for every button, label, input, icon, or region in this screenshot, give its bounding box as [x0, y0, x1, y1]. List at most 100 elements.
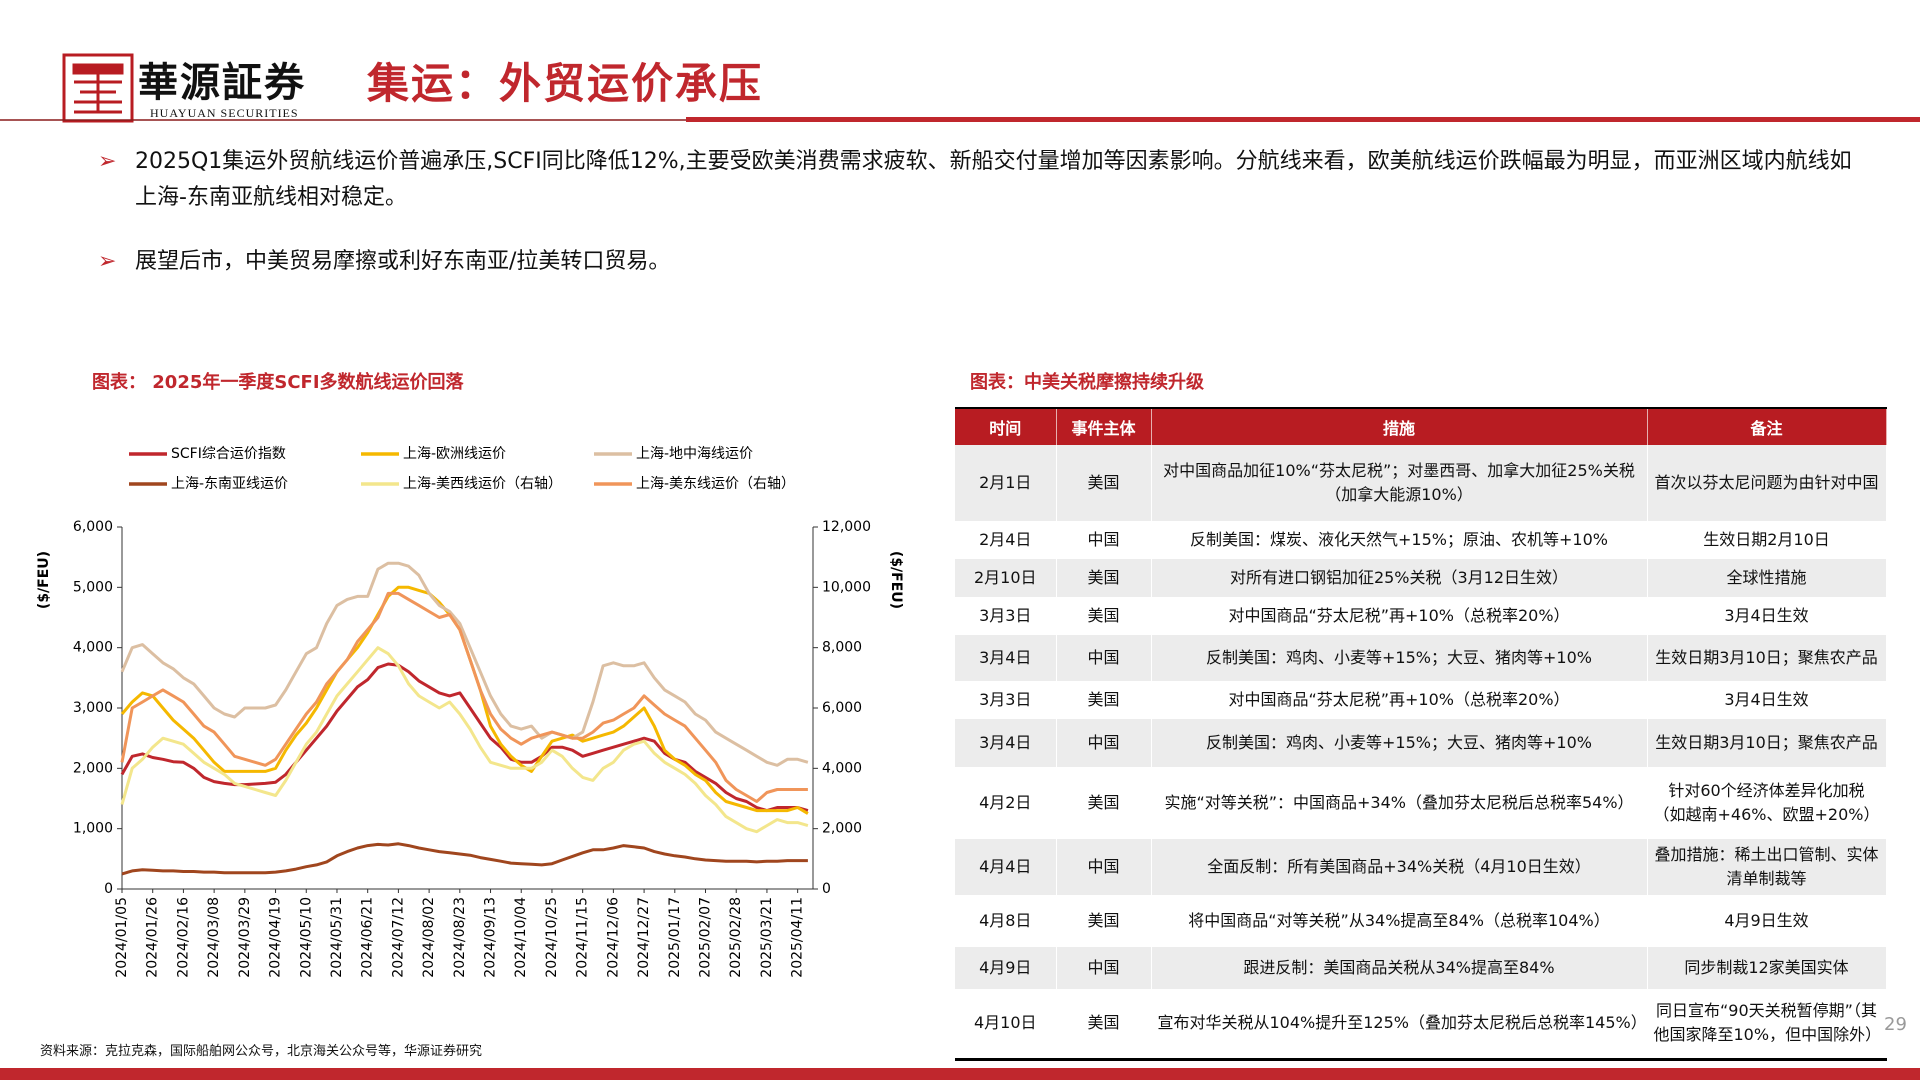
x-tick-label: 2024/05/31 [329, 897, 345, 978]
y2-axis-label: ($/FEU) [888, 551, 904, 609]
table-cell: 3月3日 [955, 681, 1057, 719]
table-cell: 3月4日 [955, 719, 1057, 767]
table-cell: 对中国商品“芬太尼税”再+10%（总税率20%） [1151, 597, 1648, 635]
table-row: 2月4日 中国 反制美国：煤炭、液化天然气+15%；原油、农机等+10% 生效日期2月… [955, 521, 1887, 559]
x-tick-label: 2024/03/08 [206, 897, 222, 978]
source-note: 资料来源：克拉克森，国际船舶网公众号，北京海关公众号等，华源证券研究 [40, 1044, 483, 1059]
table-cell: 跟进反制：美国商品关税从34%提高至84% [1151, 947, 1648, 989]
table-cell: 同日宣布“90天关税暂停期”（其他国家降至10%，但中国除外） [1647, 989, 1887, 1059]
slide-title: 集运：外贸运价承压 [367, 59, 764, 108]
x-tick-label: 2024/01/05 [114, 897, 130, 978]
table-cell: 美国 [1056, 767, 1152, 839]
footer-bar [0, 1068, 1920, 1080]
table-cell: 中国 [1056, 521, 1152, 559]
legend-label: SCFI综合运价指数 [171, 446, 286, 462]
legend-label: 上海-地中海线运价 [636, 446, 753, 462]
x-tick-label: 2024/02/16 [175, 897, 191, 978]
table-cell: 2月10日 [955, 559, 1057, 597]
x-tick-label: 2024/09/13 [483, 897, 499, 978]
legend-label: 上海-美西线运价（右轴） [403, 476, 562, 492]
y2-tick-label: 8,000 [822, 640, 862, 656]
table-cell: 3月3日 [955, 597, 1057, 635]
table-cell: 实施“对等关税”：中国商品+34%（叠加芬太尼税后总税率54%） [1151, 767, 1648, 839]
table-cell: 中国 [1056, 947, 1152, 989]
y-tick-label: 0 [104, 881, 113, 897]
bullet-text: 2025Q1集运外贸航线运价普遍承压,SCFI同比降低12%,主要受欧美消费需求… [135, 149, 1852, 210]
table-cell: 4月4日 [955, 839, 1057, 895]
table-row: 3月4日 中国 反制美国：鸡肉、小麦等+15%；大豆、猪肉等+10% 生效日期3月10… [955, 719, 1887, 767]
x-tick-label: 2024/06/21 [360, 897, 376, 978]
table-cell: 4月10日 [955, 989, 1057, 1059]
table-body: 2月1日 美国 对中国商品加征10%“芬太尼税”；对墨西哥、加拿大加征25%关税（加… [955, 445, 1887, 1059]
x-tick-label: 2024/08/02 [421, 897, 437, 978]
table-row: 4月8日 美国 将中国商品“对等关税”从34%提高至84%（总税率104%） 4月9日… [955, 895, 1887, 947]
table-cell: 美国 [1056, 895, 1152, 947]
bullet-text: 展望后市，中美贸易摩擦或利好东南亚/拉美转口贸易。 [135, 249, 671, 274]
y-tick-label: 5,000 [73, 579, 113, 595]
table-cell: 美国 [1056, 445, 1152, 521]
x-tick-label: 2025/04/11 [790, 897, 806, 978]
table-cell: 生效日期3月10日；聚焦农产品 [1647, 719, 1887, 767]
x-tick-label: 2024/05/10 [298, 897, 314, 978]
table-cell: 对所有进口钢铝加征25%关税（3月12日生效） [1151, 559, 1648, 597]
bullet-icon: ➢ [98, 249, 117, 274]
legend-label: 上海-欧洲线运价 [403, 446, 506, 462]
x-tick-label: 2024/12/06 [605, 897, 621, 978]
y-tick-label: 1,000 [73, 821, 113, 837]
table-cell: 美国 [1056, 559, 1152, 597]
chart: 0 1,000 2,000 3,000 4,000 5,000 6,000 0 2,000 4,0… [36, 446, 904, 978]
bullet: ➢ 2025Q1集运外贸航线运价普遍承压,SCFI同比降低12%,主要受欧美消费需… [98, 144, 1858, 216]
logo-subtext: HUAYUAN SECURITIES [150, 106, 299, 120]
table-cell: 4月2日 [955, 767, 1057, 839]
bullet: ➢ 展望后市，中美贸易摩擦或利好东南亚/拉美转口贸易。 [98, 244, 1858, 280]
x-tick-label: 2024/03/29 [237, 897, 253, 978]
x-tick-label: 2025/03/21 [759, 897, 775, 978]
table-row: 3月3日 美国 对中国商品“芬太尼税”再+10%（总税率20%） 3月4日生效 [955, 681, 1887, 719]
y-tick-label: 2,000 [73, 760, 113, 776]
x-tick-label: 2025/02/07 [698, 897, 714, 978]
logo-emblem [62, 53, 134, 123]
table-cell: 美国 [1056, 989, 1152, 1059]
table-cell: 全面反制：所有美国商品+34%关税（4月10日生效） [1151, 839, 1648, 895]
y2-tick-label: 4,000 [822, 760, 862, 776]
logo-text: 華源証券 [138, 59, 306, 106]
x-tick-label: 2024/11/15 [575, 897, 591, 978]
table-row: 4月4日 中国 全面反制：所有美国商品+34%关税（4月10日生效） 叠加措施：稀土出… [955, 839, 1887, 895]
table-cell: 叠加措施：稀土出口管制、实体清单制裁等 [1647, 839, 1887, 895]
series-line [120, 561, 809, 767]
chart-title: 图表： 2025年一季度SCFI多数航线运价回落 [92, 372, 464, 393]
y2-tick-label: 6,000 [822, 700, 862, 716]
table-row: 4月9日 中国 跟进反制：美国商品关税从34%提高至84% 同步制裁12家美国实体 [955, 947, 1887, 989]
column-header: 时间 [955, 408, 1057, 445]
y2-tick-label: 2,000 [822, 821, 862, 837]
table-cell: 对中国商品“芬太尼税”再+10%（总税率20%） [1151, 681, 1648, 719]
table-cell: 针对60个经济体差异化加税（如越南+46%、欧盟+20%） [1647, 767, 1887, 839]
table-cell: 3月4日 [955, 635, 1057, 681]
y-tick-label: 6,000 [73, 519, 113, 535]
table-row: 2月10日 美国 对所有进口钢铝加征25%关税（3月12日生效） 全球性措施 [955, 559, 1887, 597]
y2-tick-label: 10,000 [822, 579, 871, 595]
series-line [120, 646, 809, 834]
y-tick-label: 4,000 [73, 640, 113, 656]
x-tick-label: 2024/10/25 [544, 897, 560, 978]
table-row: 4月2日 美国 实施“对等关税”：中国商品+34%（叠加芬太尼税后总税率54%） 针对… [955, 767, 1887, 839]
series-line [120, 662, 809, 813]
table-cell: 反制美国：鸡肉、小麦等+15%；大豆、猪肉等+10% [1151, 635, 1648, 681]
column-header: 备注 [1647, 408, 1887, 445]
table-cell: 美国 [1056, 597, 1152, 635]
table-row: 2月1日 美国 对中国商品加征10%“芬太尼税”；对墨西哥、加拿大加征25%关税（加… [955, 445, 1887, 521]
table-cell: 首次以芬太尼问题为由针对中国 [1647, 445, 1887, 521]
legend-label: 上海-东南亚线运价 [171, 476, 288, 492]
table-cell: 3月4日生效 [1647, 681, 1887, 719]
table-row: 4月10日 美国 宣布对华关税从104%提升至125%（叠加芬太尼税后总税率145%… [955, 989, 1887, 1059]
header-bar [686, 117, 1920, 122]
table-cell: 对中国商品加征10%“芬太尼税”；对墨西哥、加拿大加征25%关税（加拿大能源10… [1151, 445, 1648, 521]
table-cell: 4月9日 [955, 947, 1057, 989]
table-cell: 反制美国：煤炭、液化天然气+15%；原油、农机等+10% [1151, 521, 1648, 559]
table-row: 3月4日 中国 反制美国：鸡肉、小麦等+15%；大豆、猪肉等+10% 生效日期3月10… [955, 635, 1887, 681]
page-number: 29 [1884, 1014, 1907, 1035]
table-cell: 中国 [1056, 719, 1152, 767]
